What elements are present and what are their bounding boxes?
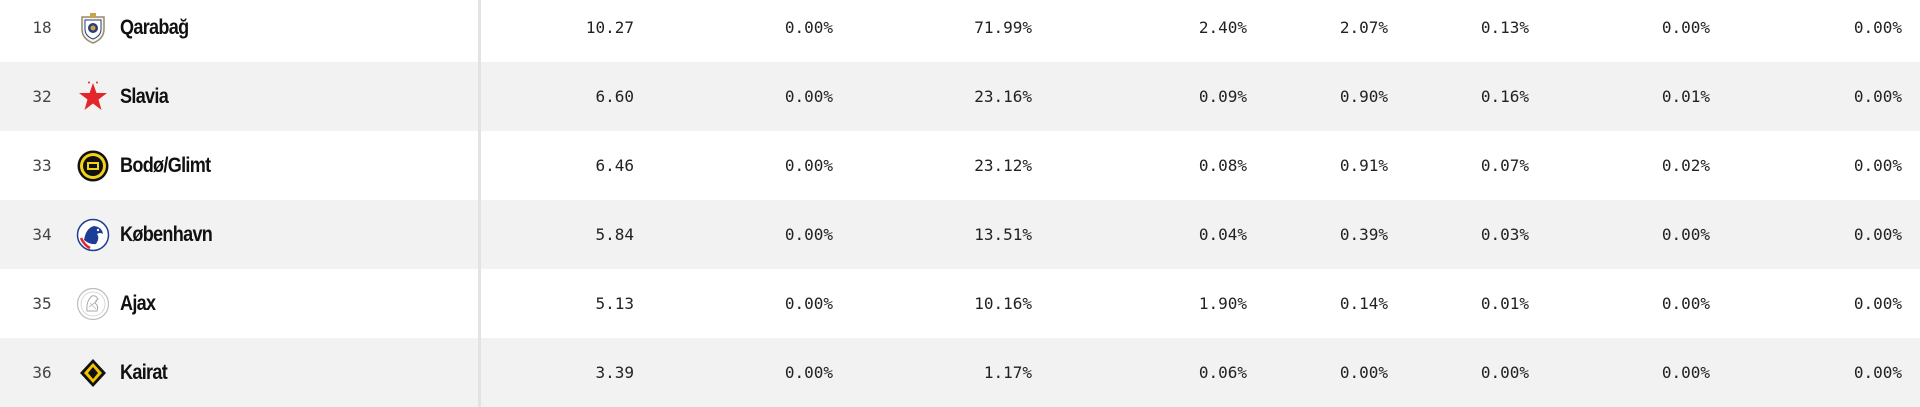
- value-cell: 0.00%: [1853, 87, 1902, 106]
- kairat-crest-icon: [76, 356, 110, 390]
- value-cell: 0.00%: [1853, 225, 1902, 244]
- ajax-crest-icon: [76, 287, 110, 321]
- value-cell: 0.39%: [1339, 225, 1388, 244]
- table-row[interactable]: 18 Qarabağ 10.27 0.00% 71.99% 2.40% 2.07…: [0, 0, 1920, 62]
- value-cell: 0.00%: [1661, 225, 1710, 244]
- value-cell: 0.00%: [1853, 18, 1902, 37]
- rank-cell: 35: [32, 294, 52, 313]
- table-row[interactable]: 35 Ajax 5.13 0.00% 10.16% 1.90% 0.14% 0.…: [0, 269, 1920, 338]
- value-cell: 6.60: [595, 87, 634, 106]
- value-cell: 0.00%: [1661, 294, 1710, 313]
- rank-cell: 34: [32, 225, 52, 244]
- slavia-star-crest-icon: [76, 80, 110, 114]
- rank-cell: 33: [32, 156, 52, 175]
- rank-cell: 36: [32, 363, 52, 382]
- table-row[interactable]: 32 Slavia 6.60 0.00% 23.16% 0.09% 0.90% …: [0, 62, 1920, 131]
- value-cell: 0.16%: [1480, 87, 1529, 106]
- rank-cell: 32: [32, 87, 52, 106]
- value-cell: 0.00%: [784, 18, 833, 37]
- value-cell: 2.07%: [1339, 18, 1388, 37]
- value-cell: 23.16%: [974, 87, 1032, 106]
- value-cell: 0.00%: [1853, 363, 1902, 382]
- value-cell: 0.00%: [784, 225, 833, 244]
- table-row[interactable]: 33 Bodø/Glimt 6.46 0.00% 23.12% 0.08% 0.…: [0, 131, 1920, 200]
- value-cell: 1.90%: [1198, 294, 1247, 313]
- value-cell: 0.08%: [1198, 156, 1247, 175]
- value-cell: 0.01%: [1480, 294, 1529, 313]
- value-cell: 0.14%: [1339, 294, 1388, 313]
- value-cell: 13.51%: [974, 225, 1032, 244]
- value-cell: 0.09%: [1198, 87, 1247, 106]
- team-name[interactable]: Ajax: [120, 292, 156, 315]
- value-cell: 5.13: [595, 294, 634, 313]
- value-cell: 0.00%: [1661, 363, 1710, 382]
- team-name[interactable]: København: [120, 223, 213, 246]
- value-cell: 23.12%: [974, 156, 1032, 175]
- rank-cell: 18: [32, 18, 52, 37]
- value-cell: 0.00%: [1853, 294, 1902, 313]
- value-cell: 0.00%: [784, 294, 833, 313]
- value-cell: 0.13%: [1480, 18, 1529, 37]
- value-cell: 0.07%: [1480, 156, 1529, 175]
- team-name[interactable]: Bodø/Glimt: [120, 154, 211, 177]
- value-cell: 0.00%: [1853, 156, 1902, 175]
- value-cell: 0.06%: [1198, 363, 1247, 382]
- value-cell: 0.00%: [784, 156, 833, 175]
- team-name[interactable]: Qarabağ: [120, 16, 189, 39]
- value-cell: 0.00%: [1661, 18, 1710, 37]
- value-cell: 0.90%: [1339, 87, 1388, 106]
- value-cell: 0.91%: [1339, 156, 1388, 175]
- kobenhavn-crest-icon: [76, 218, 110, 252]
- qarabag-crest-icon: [76, 11, 110, 45]
- value-cell: 10.16%: [974, 294, 1032, 313]
- value-cell: 0.01%: [1661, 87, 1710, 106]
- value-cell: 1.17%: [983, 363, 1032, 382]
- value-cell: 0.04%: [1198, 225, 1247, 244]
- value-cell: 0.03%: [1480, 225, 1529, 244]
- value-cell: 5.84: [595, 225, 634, 244]
- value-cell: 0.00%: [1480, 363, 1529, 382]
- value-cell: 2.40%: [1198, 18, 1247, 37]
- value-cell: 3.39: [595, 363, 634, 382]
- value-cell: 71.99%: [974, 18, 1032, 37]
- column-divider: [478, 0, 481, 407]
- team-name[interactable]: Slavia: [120, 85, 169, 108]
- value-cell: 0.00%: [1339, 363, 1388, 382]
- value-cell: 10.27: [585, 18, 634, 37]
- value-cell: 0.02%: [1661, 156, 1710, 175]
- value-cell: 0.00%: [784, 87, 833, 106]
- bodo-glimt-crest-icon: [76, 149, 110, 183]
- value-cell: 6.46: [595, 156, 634, 175]
- team-name[interactable]: Kairat: [120, 361, 168, 384]
- value-cell: 0.00%: [784, 363, 833, 382]
- table-row[interactable]: 34 København 5.84 0.00% 13.51% 0.04% 0.3…: [0, 200, 1920, 269]
- table-row[interactable]: 36 Kairat 3.39 0.00% 1.17% 0.06% 0.00% 0…: [0, 338, 1920, 407]
